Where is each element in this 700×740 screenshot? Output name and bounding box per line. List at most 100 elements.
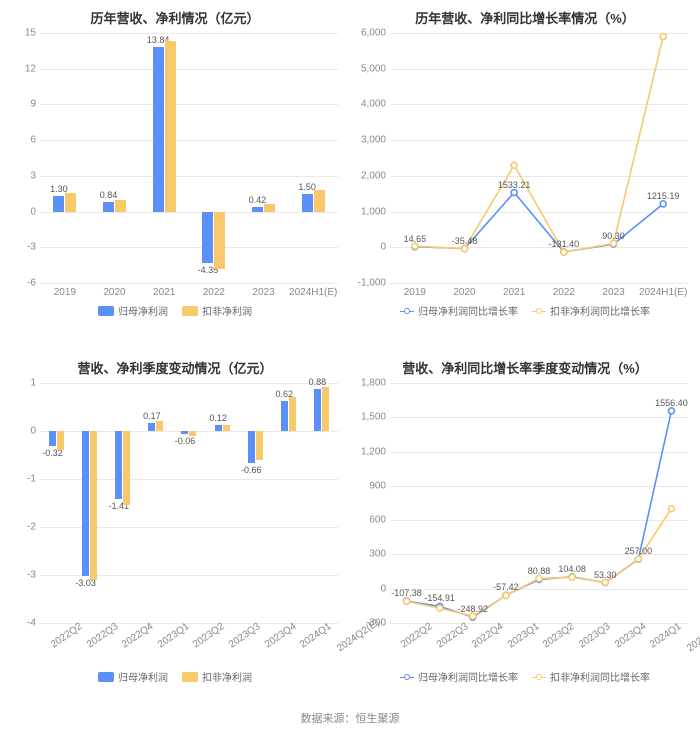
bar-rect — [302, 194, 313, 212]
panel-bottom-right: 营收、净利同比增长率季度变动情况（%） -30003006009001,2001… — [350, 350, 700, 700]
series-point — [668, 506, 674, 512]
bar: -1.41 — [115, 383, 122, 623]
x-axis-label: 2022 — [189, 283, 239, 298]
panel-top-left: 历年营收、净利情况（亿元） -6-30369121520192020202120… — [0, 0, 350, 350]
bar — [289, 383, 296, 623]
panel-bottom-left: 营收、净利季度变动情况（亿元） -4-3-2-1012022Q22022Q320… — [0, 350, 350, 700]
bar: 0.62 — [281, 383, 288, 623]
legend-marker-icon — [400, 672, 414, 682]
bar: 13.84 — [153, 33, 164, 283]
bar-rect — [289, 397, 296, 431]
line-layer — [390, 33, 688, 283]
bar-group: 0.62 — [272, 383, 305, 623]
bar-rect — [115, 200, 126, 212]
value-label: -107.38 — [391, 588, 422, 598]
bar-group: 1.50 — [288, 33, 338, 283]
bar-rect — [202, 212, 213, 264]
y-axis-label: -4 — [27, 618, 40, 629]
bar — [322, 383, 329, 623]
bar: 0.12 — [215, 383, 222, 623]
bar-group: -0.32 — [40, 383, 73, 623]
legend-swatch-icon — [98, 672, 114, 682]
y-axis-label: 1,500 — [361, 412, 390, 423]
bar-group: -4.35 — [189, 33, 239, 283]
bar — [314, 33, 325, 283]
x-axis-label: 2024H1(E) — [638, 283, 688, 298]
chart-grid: 历年营收、净利情况（亿元） -6-30369121520192020202120… — [0, 0, 700, 700]
bar: 1.50 — [302, 33, 313, 283]
bar-rect — [65, 193, 76, 212]
bar — [189, 383, 196, 623]
bar — [123, 383, 130, 623]
bar: 0.42 — [252, 33, 263, 283]
value-label: 90.30 — [602, 231, 625, 241]
series-point — [503, 593, 509, 599]
chart-title: 营收、净利同比增长率季度变动情况（%） — [356, 358, 694, 377]
bar-rect — [165, 41, 176, 211]
value-label: 104.08 — [558, 564, 586, 574]
chart-title: 历年营收、净利情况（亿元） — [6, 8, 344, 27]
x-axis-label: 2019 — [390, 283, 440, 298]
legend-item: 归母净利润同比增长率 — [400, 303, 518, 318]
series-point — [569, 574, 575, 580]
legend-item: 归母净利润 — [98, 669, 168, 684]
y-axis-label: 2,000 — [361, 170, 390, 181]
legend-label: 归母净利润 — [118, 669, 168, 684]
bar-group: 0.42 — [239, 33, 289, 283]
bar: -0.32 — [49, 383, 56, 623]
bar — [256, 383, 263, 623]
y-axis-label: 1,000 — [361, 206, 390, 217]
y-axis-label: 300 — [369, 549, 390, 560]
legend-item: 扣非净利润同比增长率 — [532, 303, 650, 318]
bar-rect — [53, 196, 64, 211]
series-point — [511, 162, 517, 168]
bar-rect — [214, 212, 225, 269]
bar-group: 1.30 — [40, 33, 90, 283]
x-axis-label: 2020 — [440, 283, 490, 298]
y-axis-label: 15 — [25, 28, 40, 39]
series-point — [660, 34, 666, 40]
legend-label: 扣非净利润同比增长率 — [550, 303, 650, 318]
legend-marker-icon — [532, 672, 546, 682]
x-axis-label: 2023 — [239, 283, 289, 298]
bar-rect — [189, 431, 196, 436]
x-axis: 201920202021202220232024H1(E) — [390, 283, 688, 298]
bar-rect — [314, 389, 321, 431]
x-axis: 2022Q22022Q32022Q42023Q12023Q22023Q32023… — [40, 623, 338, 644]
bar-rect — [103, 202, 114, 212]
bar-group: 0.12 — [206, 383, 239, 623]
series-point — [412, 243, 418, 249]
series-point — [437, 605, 443, 611]
x-axis-label: 2021 — [139, 283, 189, 298]
bar-rect — [153, 47, 164, 212]
y-axis-label: -3 — [27, 570, 40, 581]
y-axis-label: 3 — [30, 170, 40, 181]
bar-group: 0.84 — [90, 33, 140, 283]
legend-label: 归母净利润同比增长率 — [418, 303, 518, 318]
chart-title: 历年营收、净利同比增长率情况（%） — [356, 8, 694, 27]
bar: 0.17 — [148, 383, 155, 623]
value-label: -248.92 — [458, 604, 489, 614]
series-point — [611, 240, 617, 246]
panel-top-right: 历年营收、净利同比增长率情况（%） -1,00001,0002,0003,000… — [350, 0, 700, 350]
bar-group: -1.41 — [106, 383, 139, 623]
line-layer — [390, 383, 688, 623]
y-axis-label: 1 — [30, 378, 40, 389]
bar-rect — [223, 425, 230, 431]
x-axis-label: 2022 — [539, 283, 589, 298]
value-label: 1556.40 — [655, 398, 688, 408]
legend-label: 扣非净利润 — [202, 303, 252, 318]
bar: 1.30 — [53, 33, 64, 283]
series-point — [660, 201, 666, 207]
series-point — [668, 408, 674, 414]
y-axis-label: 6 — [30, 135, 40, 146]
value-label: 53.30 — [594, 570, 617, 580]
value-label: 257.00 — [625, 546, 653, 556]
bar: -0.66 — [248, 383, 255, 623]
series-line — [407, 411, 672, 617]
bar-rect — [181, 431, 188, 434]
y-axis-label: 0 — [30, 426, 40, 437]
legend: 归母净利润扣非净利润 — [6, 669, 344, 684]
series-point — [602, 579, 608, 585]
legend: 归母净利润扣非净利润 — [6, 303, 344, 318]
